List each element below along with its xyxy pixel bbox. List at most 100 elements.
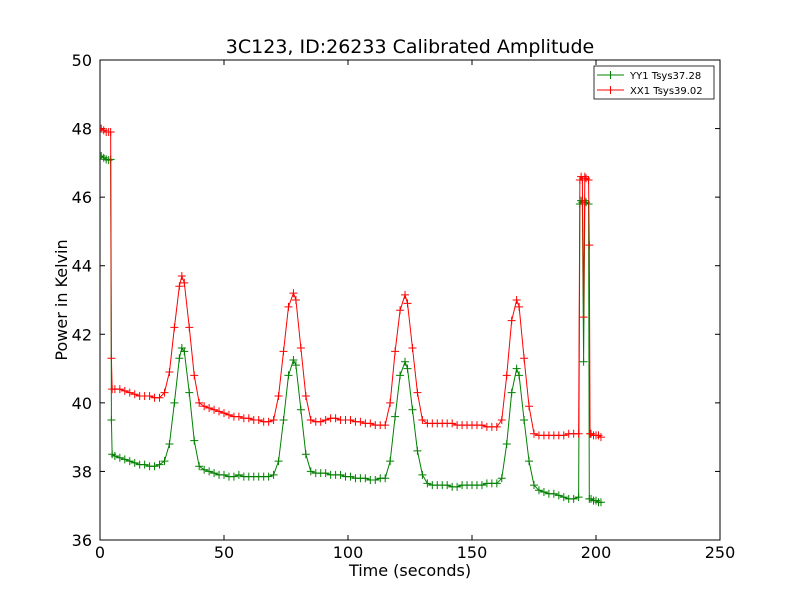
data-point-marker — [584, 176, 593, 184]
data-point-marker — [229, 472, 238, 481]
data-point-marker — [321, 416, 330, 424]
data-point-marker — [177, 272, 186, 280]
data-point-marker — [391, 347, 400, 356]
legend-entry: XX1 Tsys39.02 — [597, 86, 703, 97]
data-point-marker — [115, 385, 124, 394]
legend-entry: YY1 Tsys37.28 — [597, 71, 701, 82]
data-point-marker — [306, 467, 315, 476]
data-point-marker — [264, 472, 273, 481]
data-point-marker — [386, 457, 395, 466]
data-point-marker — [596, 433, 605, 442]
data-point-marker — [107, 416, 116, 424]
data-point-marker — [408, 344, 417, 352]
data-point-marker — [244, 414, 253, 423]
data-point-marker — [580, 172, 589, 181]
data-point-marker — [569, 494, 578, 503]
data-point-marker — [170, 398, 179, 407]
data-point-marker — [401, 290, 410, 299]
data-point-marker — [160, 388, 169, 397]
data-point-marker — [289, 289, 298, 298]
legend-marker — [606, 86, 615, 94]
legend-label: YY1 Tsys37.28 — [629, 71, 701, 82]
data-point-marker — [274, 392, 283, 400]
data-point-marker — [107, 354, 116, 363]
plot-area — [99, 59, 721, 541]
data-point-marker — [296, 344, 305, 352]
data-point-marker — [413, 446, 422, 455]
data-point-marker — [185, 323, 194, 332]
data-point-marker — [301, 392, 310, 400]
data-point-marker — [371, 476, 380, 484]
data-point-marker — [264, 417, 273, 426]
data-point-marker — [554, 491, 563, 500]
data-point-marker — [403, 299, 412, 308]
data-point-marker — [185, 388, 194, 397]
data-point-marker — [234, 412, 243, 421]
data-point-marker — [200, 402, 209, 411]
axis-ticks — [99, 59, 721, 541]
legend-box — [593, 65, 715, 100]
data-point-marker — [391, 412, 400, 421]
data-point-marker — [125, 388, 134, 397]
axis-tick-labels: 0 50 100 150 200 250 36 38 40 42 44 46 48 50 — [72, 51, 736, 562]
series-group — [100, 124, 605, 507]
data-point-marker — [559, 431, 568, 440]
data-point-marker — [336, 470, 345, 479]
legend-marker — [606, 71, 615, 79]
data-point-marker — [585, 241, 594, 250]
data-point-marker — [254, 416, 263, 424]
data-point-marker — [165, 368, 174, 376]
data-point-marker — [477, 481, 486, 490]
y-axis-label: Power in Kelvin — [52, 239, 71, 360]
series-2 — [100, 124, 605, 442]
data-point-marker — [477, 421, 486, 430]
data-point-marker — [210, 405, 219, 414]
y-tick-label: 40 — [72, 394, 92, 413]
data-point-marker — [200, 465, 209, 474]
data-point-marker — [418, 416, 427, 424]
data-point-marker — [110, 452, 119, 460]
data-point-marker — [224, 410, 233, 419]
data-point-marker — [497, 416, 506, 424]
x-tick-label: 50 — [214, 543, 234, 562]
data-point-marker — [130, 458, 139, 467]
data-point-marker — [205, 404, 214, 412]
data-point-marker — [502, 440, 511, 448]
data-point-marker — [453, 482, 462, 491]
data-point-marker — [120, 455, 129, 464]
data-point-marker — [274, 457, 283, 466]
x-tick-label: 0 — [95, 543, 105, 562]
data-point-marker — [366, 419, 375, 428]
data-point-marker — [346, 416, 355, 424]
data-point-marker — [205, 467, 214, 476]
data-point-marker — [346, 472, 355, 481]
data-point-marker — [574, 429, 583, 438]
data-point-marker — [403, 364, 412, 373]
data-point-marker — [130, 390, 139, 399]
data-point-marker — [145, 392, 154, 400]
data-point-marker — [195, 462, 204, 471]
data-point-marker — [291, 296, 300, 304]
y-tick-label: 38 — [72, 462, 92, 481]
x-tick-label: 100 — [333, 543, 364, 562]
data-point-marker — [497, 474, 506, 483]
data-point-marker — [539, 488, 548, 496]
y-tick-label: 50 — [72, 51, 92, 70]
data-point-marker — [180, 347, 189, 356]
data-point-marker — [175, 282, 184, 291]
data-point-marker — [155, 460, 164, 469]
data-point-marker — [520, 354, 529, 363]
data-point-marker — [190, 436, 199, 445]
data-point-marker — [120, 386, 129, 395]
data-point-marker — [596, 498, 605, 507]
data-point-marker — [215, 407, 224, 416]
data-point-marker — [296, 405, 305, 414]
data-point-marker — [381, 421, 390, 430]
data-point-marker — [115, 453, 124, 462]
data-point-marker — [492, 479, 501, 488]
data-point-marker — [170, 323, 179, 332]
data-point-marker — [507, 316, 516, 325]
data-point-marker — [512, 296, 521, 304]
data-point-marker — [512, 364, 521, 373]
data-point-marker — [165, 440, 174, 448]
